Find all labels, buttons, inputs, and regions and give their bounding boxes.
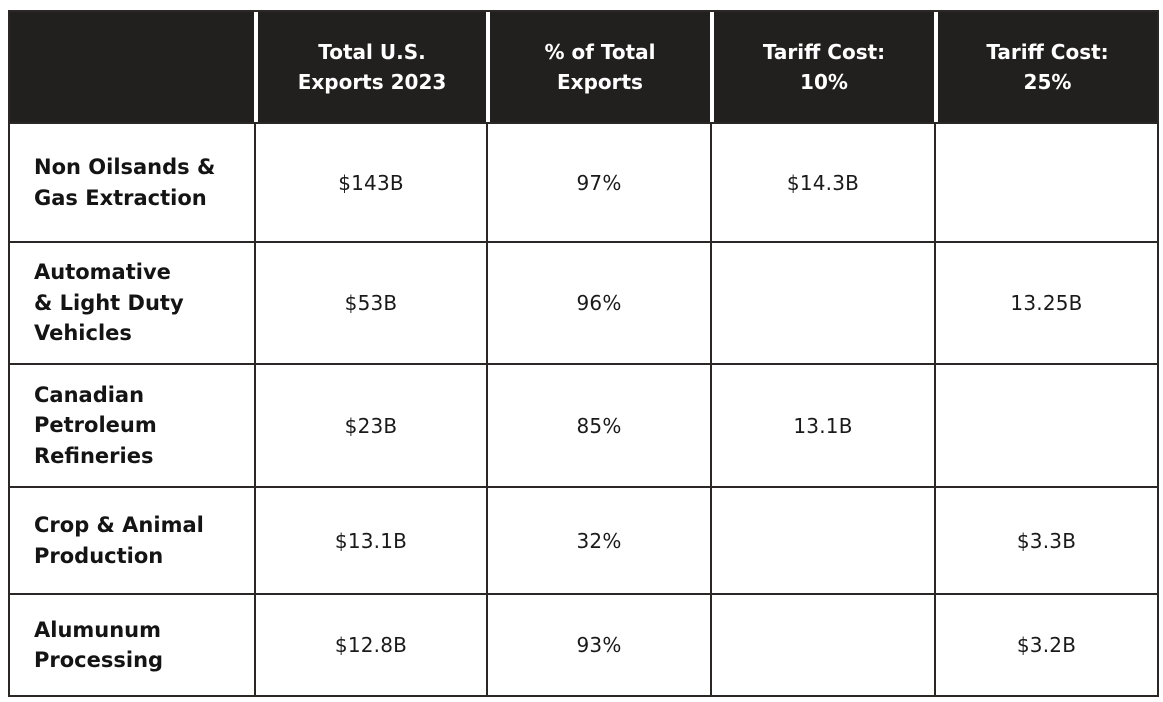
tariff-exports-table: Total U.S. Exports 2023 % of Total Expor… — [8, 10, 1159, 697]
cell-total-exports: $13.1B — [254, 486, 486, 593]
row-label: Automative & Light Duty Vehicles — [10, 241, 254, 363]
cell-tariff-25: $3.2B — [934, 593, 1157, 695]
header-cell-pct-of-exports: % of Total Exports — [486, 12, 710, 122]
header-cell-tariff-10: Tariff Cost: 10% — [710, 12, 934, 122]
row-label: Crop & Animal Production — [10, 486, 254, 593]
cell-total-exports: $53B — [254, 241, 486, 363]
cell-tariff-10: 13.1B — [710, 363, 934, 486]
cell-total-exports: $23B — [254, 363, 486, 486]
header-cell-tariff-25: Tariff Cost: 25% — [934, 12, 1157, 122]
cell-pct-of-exports: 96% — [486, 241, 710, 363]
cell-tariff-10 — [710, 486, 934, 593]
header-cell-category — [10, 12, 254, 122]
cell-tariff-10 — [710, 241, 934, 363]
header-cell-total-exports: Total U.S. Exports 2023 — [254, 12, 486, 122]
cell-total-exports: $143B — [254, 122, 486, 241]
row-label: Alumunum Processing — [10, 593, 254, 695]
cell-pct-of-exports: 32% — [486, 486, 710, 593]
cell-tariff-25 — [934, 122, 1157, 241]
cell-tariff-25: 13.25B — [934, 241, 1157, 363]
cell-pct-of-exports: 97% — [486, 122, 710, 241]
cell-pct-of-exports: 93% — [486, 593, 710, 695]
row-label: Non Oilsands & Gas Extraction — [10, 122, 254, 241]
cell-pct-of-exports: 85% — [486, 363, 710, 486]
cell-tariff-10 — [710, 593, 934, 695]
cell-tariff-25 — [934, 363, 1157, 486]
row-label: Canadian Petroleum Refineries — [10, 363, 254, 486]
cell-total-exports: $12.8B — [254, 593, 486, 695]
cell-tariff-25: $3.3B — [934, 486, 1157, 593]
cell-tariff-10: $14.3B — [710, 122, 934, 241]
